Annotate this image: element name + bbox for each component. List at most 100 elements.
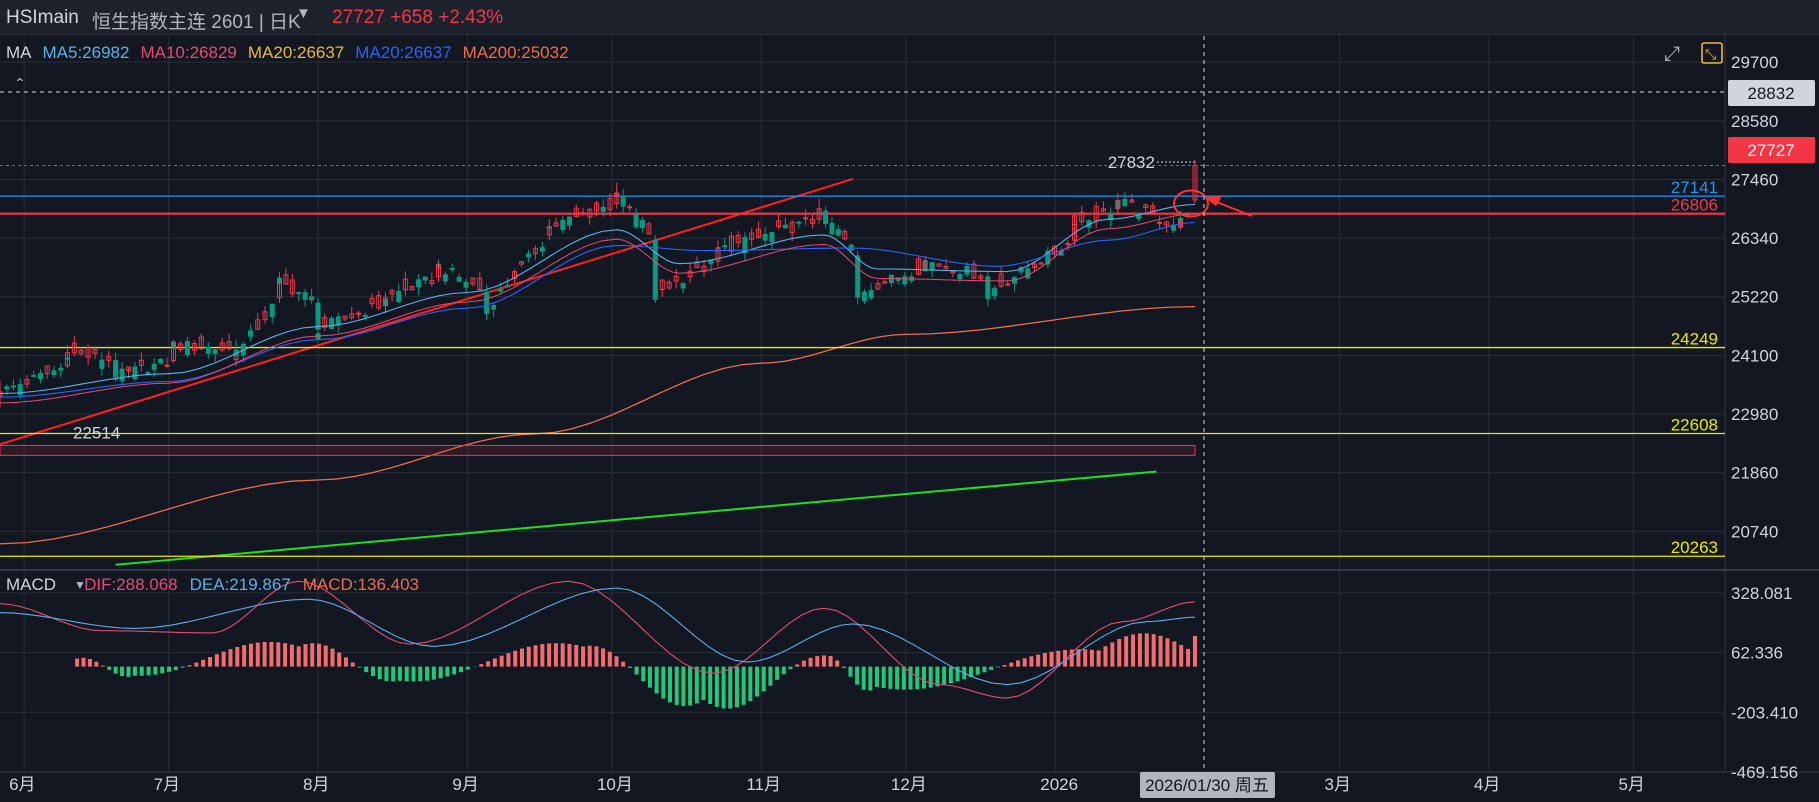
candle-body: [342, 315, 348, 320]
macd-bar: [1124, 636, 1129, 667]
macd-bar: [87, 658, 92, 667]
price-axis-label: 24100: [1731, 346, 1778, 365]
candle-body: [875, 283, 881, 290]
macd-bar: [269, 641, 274, 667]
macd-bar: [208, 657, 213, 667]
candle-body: [915, 258, 921, 275]
candle-body: [164, 364, 170, 367]
macd-bar: [815, 656, 820, 667]
candle-body: [17, 384, 23, 396]
candle-body: [255, 319, 261, 330]
macd-bar: [1069, 649, 1074, 667]
macd-bar: [1144, 633, 1149, 667]
candle-body: [769, 232, 775, 243]
candle-body: [58, 367, 64, 371]
expand-icon: [1701, 42, 1723, 64]
macd-bar: [1110, 642, 1115, 667]
candle-body: [335, 316, 341, 326]
macd-bar: [1096, 650, 1101, 667]
candle-body: [1079, 211, 1085, 223]
macd-bar: [94, 661, 99, 667]
macd-bar: [614, 656, 619, 667]
candle-body: [106, 356, 112, 361]
candle-body: [1129, 199, 1135, 203]
macd-bar: [132, 666, 137, 676]
macd-bar: [540, 644, 545, 667]
candle-body: [449, 267, 455, 270]
price-axis-label: 27460: [1731, 170, 1778, 189]
macd-bar: [1158, 635, 1163, 667]
candles: [0, 159, 1198, 408]
candle-body: [99, 359, 105, 369]
macd-bar: [310, 643, 315, 667]
candle-body: [868, 290, 874, 299]
macd-bar: [828, 656, 833, 667]
macd-bar: [242, 645, 247, 667]
macd-bar: [714, 666, 719, 707]
macd-bar: [821, 655, 826, 667]
macd-bar: [734, 666, 739, 708]
macd-bar: [788, 666, 793, 669]
symbol-name[interactable]: 恒生指数主连 2601 | 日K: [92, 12, 301, 33]
candle-body: [823, 210, 829, 224]
macd-bar: [113, 666, 118, 674]
candle-body: [138, 359, 144, 366]
legend-macd-item: MACD: [6, 575, 56, 594]
candle-body: [627, 206, 633, 209]
symbol-label[interactable]: HSImain: [6, 7, 79, 28]
candle-body: [315, 302, 321, 330]
macd-bar: [418, 666, 423, 682]
macd-bar: [968, 666, 973, 678]
macd-bar: [668, 666, 673, 703]
candle-body: [226, 341, 232, 350]
candle-body: [191, 343, 197, 351]
candle-body: [1157, 221, 1163, 224]
macd-bar: [921, 666, 926, 689]
candle-body: [10, 385, 16, 388]
macd-bar: [855, 666, 860, 685]
candle-body: [512, 271, 518, 280]
time-axis-label: 6月: [9, 775, 35, 794]
macd-bar: [975, 666, 980, 675]
macd-bar: [391, 666, 396, 682]
candle-body: [1093, 205, 1099, 222]
macd-bar: [1056, 650, 1061, 667]
legend-main-item: MA20:26637: [355, 43, 451, 62]
candle-body: [170, 344, 176, 362]
high-annotation: 27832: [1108, 153, 1155, 172]
candle-body: [587, 208, 593, 218]
candle-body: [283, 274, 289, 285]
candle-body: [309, 296, 315, 301]
macd-bar: [1029, 656, 1034, 667]
macd-bar: [1172, 641, 1177, 667]
macd-bar: [928, 666, 933, 688]
candle-body: [776, 220, 782, 228]
ma-line-0: [0, 203, 1196, 395]
trendlines: [0, 177, 1157, 566]
candle-body: [762, 234, 768, 241]
candle-body: [1051, 245, 1057, 255]
candle-body: [184, 341, 190, 356]
candle-body: [24, 378, 30, 385]
price-axis-label: 28580: [1731, 112, 1778, 131]
candle-body: [92, 348, 98, 354]
price-axis-label: 25220: [1731, 288, 1778, 307]
time-axis-label: 10月: [597, 775, 633, 794]
time-axis-label: 3月: [1325, 775, 1351, 794]
candle-body: [855, 255, 861, 294]
macd-bar: [654, 666, 659, 694]
macd-bar: [506, 653, 511, 667]
macd-bar: [627, 666, 632, 668]
candle-body: [78, 349, 84, 355]
ma10-line: [0, 213, 1196, 404]
candle-body: [435, 265, 441, 278]
macd-bar: [404, 666, 409, 682]
support-zone: [0, 444, 1196, 456]
ma-lines: [0, 203, 1196, 404]
candle-body: [37, 373, 43, 379]
macd-bar: [1076, 649, 1081, 667]
chevron-down-icon[interactable]: ▼: [296, 5, 311, 22]
candle-body: [416, 279, 422, 288]
macd-bar: [283, 643, 288, 667]
